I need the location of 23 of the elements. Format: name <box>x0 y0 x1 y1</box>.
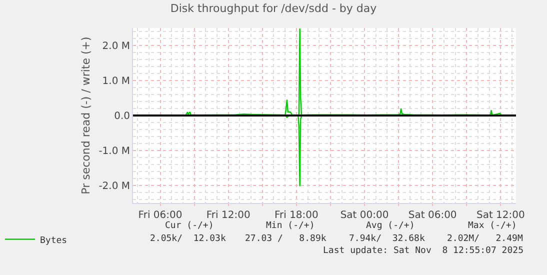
y-tick-label: -2.0 M <box>98 181 130 192</box>
x-tick-label: Sat 06:00 <box>408 210 457 221</box>
y-tick-label: 2.0 M <box>102 41 130 52</box>
x-tick-label: Sat 00:00 <box>340 210 389 221</box>
chart-title: Disk throughput for /dev/sdd - by day <box>170 2 378 15</box>
y-tick-label: -1.0 M <box>98 146 130 157</box>
y-tick-label: 1.0 M <box>102 76 130 87</box>
y-axis-title: Pr second read (-) / write (+) <box>79 36 92 194</box>
text: 2.05k/ 12.03k <box>150 234 226 244</box>
text: 27.03 / 8.89k <box>245 234 327 244</box>
text: Min (-/+) <box>266 221 315 231</box>
text: Cur (-/+) <box>165 221 214 231</box>
x-tick-label: Sat 12:00 <box>476 210 525 221</box>
text: Avg (-/+) <box>366 221 415 231</box>
x-tick-label: Fri 12:00 <box>206 210 250 221</box>
text: Max (-/+) <box>468 221 517 231</box>
text: 2.02M/ 2.49M <box>447 234 524 244</box>
text: Last update: Sat Nov 8 12:55:07 2025 <box>323 246 524 256</box>
y-tick-label: 0.0 <box>114 111 130 122</box>
text: 7.94k/ 32.68k <box>349 234 426 244</box>
x-tick-label: Fri 18:00 <box>274 210 318 221</box>
x-tick-label: Fri 06:00 <box>138 210 182 221</box>
legend-label: Bytes <box>40 236 68 246</box>
